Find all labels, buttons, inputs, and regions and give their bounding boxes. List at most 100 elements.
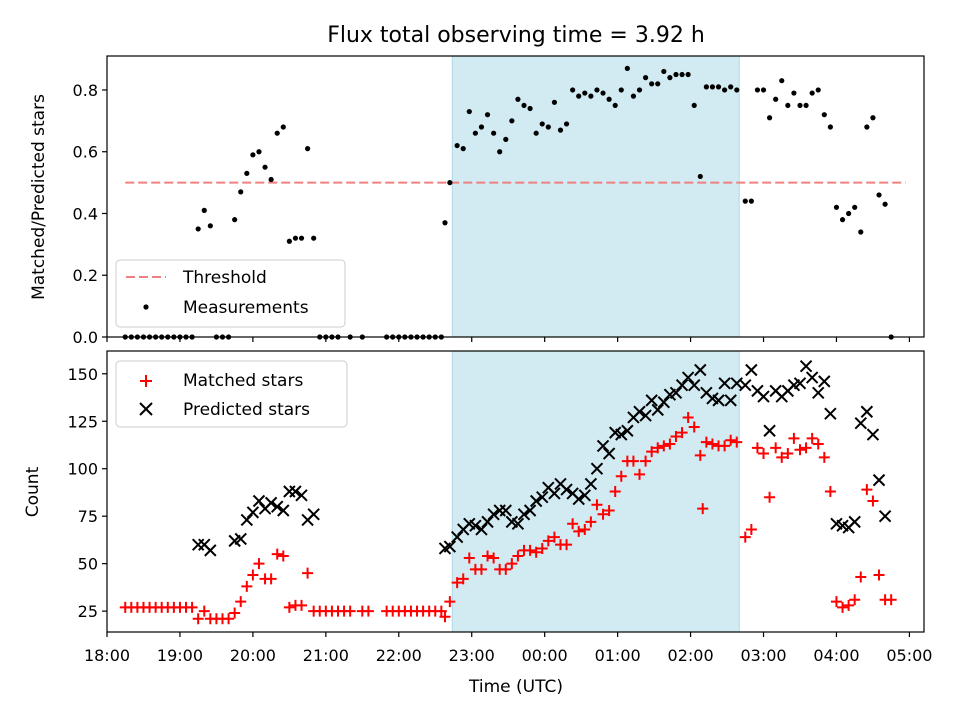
x-tick-label: 01:00 <box>595 646 641 665</box>
predicted-point <box>633 405 646 418</box>
predicted-point <box>487 508 500 521</box>
measurement-point <box>298 235 305 241</box>
predicted-point <box>572 492 585 506</box>
matched-point <box>818 451 830 463</box>
y-tick-label: 100 <box>67 460 98 479</box>
matched-point <box>837 601 849 613</box>
legend-measurements-swatch <box>143 304 149 310</box>
matched-point <box>700 436 712 448</box>
predicted-stars-series <box>191 359 892 557</box>
predicted-point <box>443 540 457 553</box>
measurement-point <box>870 115 876 121</box>
matched-point <box>867 495 879 507</box>
measurement-point <box>466 108 472 115</box>
matched-point <box>506 558 518 570</box>
measurement-point <box>791 90 797 96</box>
matched-point <box>548 531 560 543</box>
predicted-point <box>799 359 813 373</box>
matched-point <box>603 504 615 516</box>
bottom-legend: Matched stars Predicted stars <box>115 360 348 428</box>
measurement-point <box>447 180 453 186</box>
x-tick-label: 04:00 <box>813 646 859 665</box>
measurement-point <box>533 130 539 136</box>
shade-band <box>452 351 740 632</box>
matched-point <box>788 432 800 444</box>
matched-point <box>283 601 295 613</box>
legend-measurements-label: Measurements <box>183 298 309 318</box>
predicted-point <box>757 390 770 403</box>
measurement-point <box>612 102 618 109</box>
measurement-point <box>839 217 846 223</box>
matched-point <box>824 486 836 497</box>
matched-point <box>573 525 585 537</box>
measurement-point <box>655 81 661 87</box>
matched-point <box>652 442 664 454</box>
predicted-point <box>854 416 867 430</box>
matched-point <box>855 571 867 583</box>
matched-point <box>229 607 241 619</box>
matched-point <box>640 455 652 467</box>
measurement-point <box>503 136 509 142</box>
measurement-point <box>292 235 299 241</box>
measurement-point <box>557 127 564 133</box>
measurement-point <box>195 226 201 232</box>
matched-point <box>670 430 682 442</box>
predicted-point <box>523 504 537 517</box>
measurement-point <box>238 189 244 195</box>
predicted-point <box>812 386 825 399</box>
measurement-point <box>827 124 833 130</box>
measurement-point <box>274 130 280 136</box>
predicted-point <box>246 506 260 519</box>
legend-matched-swatch <box>140 375 152 387</box>
top-legend: Threshold Measurements <box>115 259 346 328</box>
measurement-point <box>576 93 582 99</box>
x-tick-label: 05:00 <box>886 646 932 665</box>
predicted-point <box>866 428 880 441</box>
y-tick-label: 25 <box>78 602 98 621</box>
matched-point <box>688 421 700 433</box>
predicted-point <box>204 544 217 557</box>
x-tick-label: 21:00 <box>303 646 349 665</box>
matched-point <box>694 449 706 461</box>
measurement-point <box>833 204 840 210</box>
predicted-point <box>694 363 707 377</box>
predicted-point <box>688 378 701 392</box>
matched-point <box>843 599 855 611</box>
matched-point <box>512 550 524 562</box>
matched-point <box>302 567 314 579</box>
matched-point <box>725 434 737 446</box>
predicted-point <box>536 490 549 504</box>
predicted-point <box>548 487 561 500</box>
matched-point <box>247 569 259 581</box>
matched-point <box>524 544 536 556</box>
measurement-point <box>734 87 740 93</box>
matched-point <box>186 601 198 613</box>
y-tick-label: 50 <box>78 555 98 574</box>
measurement-point <box>582 90 588 96</box>
matched-point <box>344 605 356 617</box>
measurement-point <box>685 71 691 78</box>
matched-point <box>658 440 670 452</box>
predicted-point <box>191 538 205 551</box>
matched-point <box>745 523 757 535</box>
matched-point <box>192 613 204 625</box>
shade-band <box>452 56 740 337</box>
matched-point <box>457 573 469 585</box>
matched-point <box>849 594 861 606</box>
predicted-point <box>264 496 278 510</box>
matched-point <box>873 569 885 581</box>
predicted-point <box>277 504 290 517</box>
x-tick-label: 19:00 <box>157 646 203 665</box>
predicted-point <box>584 477 598 491</box>
measurement-point <box>280 124 286 130</box>
top-axes-frame <box>106 55 925 338</box>
predicted-point <box>651 403 664 417</box>
bottom-x-axis-label: Time (UTC) <box>468 677 563 697</box>
matched-point <box>567 518 579 530</box>
predicted-point <box>252 494 266 508</box>
top-legend-box <box>115 259 346 328</box>
matched-point <box>776 451 788 463</box>
legend-matched-label: Matched stars <box>183 371 303 391</box>
predicted-point <box>848 515 861 529</box>
